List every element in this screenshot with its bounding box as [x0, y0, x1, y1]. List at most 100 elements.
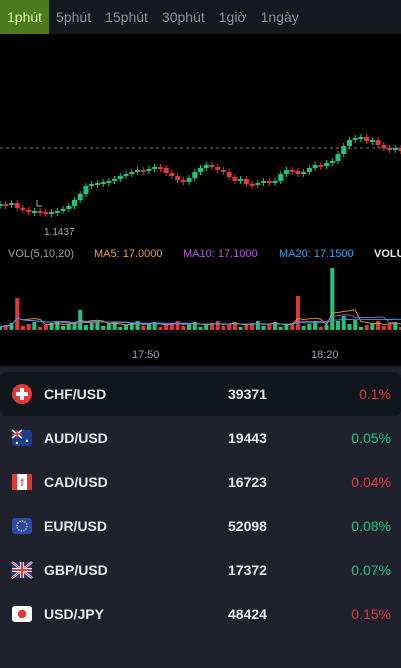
candle	[146, 169, 152, 171]
low-marker	[36, 200, 42, 207]
gb-flag-icon	[11, 561, 33, 579]
candle	[54, 211, 60, 213]
pair-change: 0.05%	[351, 430, 391, 446]
candle	[392, 148, 398, 150]
candle	[49, 212, 55, 214]
candle	[318, 165, 324, 167]
candle	[306, 168, 312, 172]
candle	[364, 137, 370, 141]
volume-bar	[341, 316, 346, 330]
pair-change: 0.04%	[351, 474, 391, 490]
candle	[324, 163, 330, 166]
tab-5min[interactable]: 5phút	[56, 9, 92, 25]
candle	[169, 173, 175, 176]
pair-row-usdjpy[interactable]: USD/JPY 48424 0.15%	[0, 592, 401, 636]
candlestick-chart[interactable]: 1.1437 VOL(5,10,20) MA5: 17.0000 MA10: 1…	[0, 34, 401, 366]
pair-row-eurusd[interactable]: EUR/USD 52098 0.08%	[0, 504, 401, 548]
tab-15min[interactable]: 15phút	[105, 9, 148, 25]
candle	[209, 165, 215, 167]
jp-flag-icon	[12, 606, 32, 622]
pair-row-audusd[interactable]: AUD/USD 19443 0.05%	[0, 416, 401, 460]
candle	[261, 181, 267, 183]
pair-row-chfusd[interactable]: CHF/USD 39371 0.1%	[0, 372, 401, 416]
volume-bar	[370, 323, 375, 330]
pair-price: 48424	[228, 606, 267, 622]
volume-bar	[364, 325, 369, 330]
ch-flag-icon	[12, 384, 32, 404]
candle	[100, 182, 106, 184]
timeframe-tabs: 1phút 5phút 15phút 30phút 1giờ 1ngày	[0, 0, 401, 34]
volume-bar	[187, 324, 192, 330]
candle	[341, 146, 347, 154]
candle	[387, 148, 393, 150]
volume-bar	[198, 327, 203, 330]
candle	[89, 184, 95, 186]
pair-list: CHF/USD 39371 0.1% AUD/USD 19443 0.05% C…	[0, 372, 401, 636]
volume-bar	[118, 327, 123, 330]
volume-bar	[227, 324, 232, 330]
volume-bar	[61, 326, 66, 330]
pair-name: CHF/USD	[44, 386, 107, 402]
candle	[312, 165, 318, 168]
candle	[26, 210, 32, 212]
time-tick-1750: 17:50	[132, 349, 160, 361]
candle	[129, 172, 135, 174]
volume-bar	[169, 323, 174, 330]
volume-bar	[324, 325, 329, 330]
candle	[232, 177, 238, 181]
volume-bar	[124, 325, 129, 330]
candle	[272, 181, 278, 183]
candle	[0, 204, 3, 206]
volume-bar	[318, 327, 323, 330]
ma20-line	[0, 317, 401, 328]
tab-1day[interactable]: 1ngày	[260, 9, 299, 25]
tab-30min[interactable]: 30phút	[161, 9, 205, 25]
candle	[60, 209, 66, 211]
volume-bar	[209, 323, 214, 330]
volume-bar	[255, 321, 260, 330]
vol-label: VOL(5,10,20)	[8, 248, 74, 260]
volume-bar	[221, 326, 226, 330]
volume-bar	[295, 296, 300, 330]
pair-price: 16723	[228, 474, 267, 490]
candle	[123, 174, 129, 176]
candle	[77, 194, 83, 200]
volume-bar	[393, 322, 398, 330]
pair-change: 0.08%	[351, 518, 391, 534]
candle	[14, 203, 20, 208]
candle	[106, 181, 112, 183]
volume-bar	[313, 322, 318, 330]
candle	[134, 170, 140, 172]
candle	[20, 208, 26, 210]
volume-bar	[238, 327, 243, 330]
pair-price: 19443	[228, 430, 267, 446]
volume-bar	[141, 326, 146, 330]
volume-legend: VOL(5,10,20) MA5: 17.0000 MA10: 17.1000 …	[8, 248, 401, 260]
volume-bar	[376, 321, 381, 330]
candle	[71, 200, 77, 206]
candle	[381, 145, 387, 148]
volume-bar	[83, 325, 88, 330]
volume-bar	[272, 322, 277, 330]
tab-1hour[interactable]: 1giờ	[218, 9, 247, 25]
candle	[3, 204, 9, 206]
volume-bar	[55, 321, 60, 330]
candle	[8, 203, 14, 205]
volume-bar	[232, 322, 237, 330]
pair-row-cadusd[interactable]: CAD/USD 16723 0.04%	[0, 460, 401, 504]
volume-bar	[43, 325, 48, 330]
volume-bar	[0, 327, 2, 330]
volume-bar	[261, 326, 266, 330]
volume-bar	[215, 321, 220, 330]
candle	[180, 180, 186, 182]
volume-bar	[78, 310, 83, 330]
candles	[0, 134, 401, 217]
volume-bar	[32, 322, 37, 330]
volume-bar	[164, 325, 169, 330]
pair-name: CAD/USD	[44, 474, 108, 490]
candle	[289, 170, 295, 172]
candle	[163, 168, 169, 173]
candle	[203, 165, 209, 168]
pair-row-gbpusd[interactable]: GBP/USD 17372 0.07%	[0, 548, 401, 592]
tab-1min[interactable]: 1phút	[0, 0, 50, 34]
